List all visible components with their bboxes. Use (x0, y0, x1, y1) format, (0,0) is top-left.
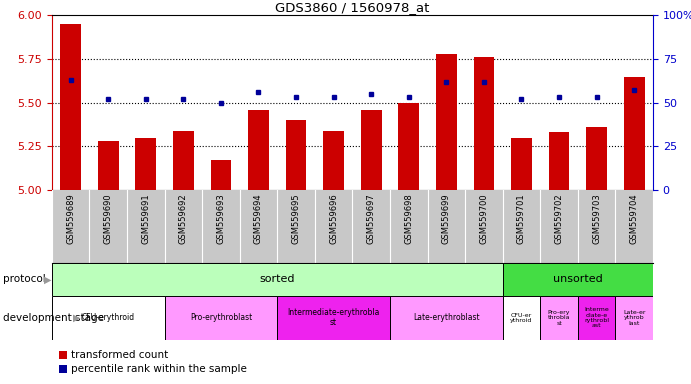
Text: unsorted: unsorted (553, 274, 603, 285)
Bar (52, 263, 502, 296)
Bar (164, 296, 277, 340)
Text: ▶: ▶ (73, 313, 80, 323)
Text: CFU-erythroid: CFU-erythroid (82, 313, 135, 322)
Text: GSM559698: GSM559698 (404, 194, 413, 245)
Text: GSM559689: GSM559689 (66, 194, 75, 245)
Bar (323, 131, 344, 190)
Bar (52, 296, 164, 340)
Text: Interme
diate-e
rythrobl
ast: Interme diate-e rythrobl ast (584, 307, 609, 328)
Text: Pro-erythroblast: Pro-erythroblast (190, 313, 252, 322)
Bar (624, 76, 645, 190)
Bar (502, 296, 540, 340)
Text: GSM559699: GSM559699 (442, 194, 451, 244)
Bar (248, 110, 269, 190)
Text: GSM559695: GSM559695 (292, 194, 301, 244)
Text: GSM559704: GSM559704 (630, 194, 638, 244)
Text: protocol: protocol (3, 274, 46, 285)
Text: GSM559691: GSM559691 (141, 194, 150, 244)
Bar (60, 24, 81, 190)
Bar (399, 103, 419, 190)
Bar (511, 137, 532, 190)
Bar (135, 137, 156, 190)
Bar (436, 54, 457, 190)
Text: CFU-er
ythroid: CFU-er ythroid (510, 313, 533, 323)
Bar (502, 263, 653, 296)
Text: GSM559696: GSM559696 (329, 194, 338, 245)
Text: GSM559697: GSM559697 (367, 194, 376, 245)
Title: GDS3860 / 1560978_at: GDS3860 / 1560978_at (275, 1, 430, 14)
Text: GSM559702: GSM559702 (555, 194, 564, 244)
Text: percentile rank within the sample: percentile rank within the sample (71, 364, 247, 374)
Bar (540, 296, 578, 340)
Text: GSM559690: GSM559690 (104, 194, 113, 244)
Bar (98, 141, 119, 190)
Text: GSM559701: GSM559701 (517, 194, 526, 244)
Text: development stage: development stage (3, 313, 104, 323)
Text: GSM559700: GSM559700 (480, 194, 489, 244)
Text: sorted: sorted (260, 274, 295, 285)
Bar (285, 120, 306, 190)
Text: Late-er
ythrob
last: Late-er ythrob last (623, 310, 645, 326)
Text: ▶: ▶ (44, 274, 51, 285)
Bar (361, 110, 381, 190)
Bar (578, 296, 616, 340)
Bar (473, 57, 494, 190)
Text: GSM559692: GSM559692 (179, 194, 188, 244)
Bar (616, 296, 653, 340)
Text: Intermediate-erythrobla
st: Intermediate-erythrobla st (287, 308, 380, 328)
Bar (390, 296, 502, 340)
Bar (549, 132, 569, 190)
Text: GSM559693: GSM559693 (216, 194, 225, 245)
Text: GSM559694: GSM559694 (254, 194, 263, 244)
Text: Late-erythroblast: Late-erythroblast (413, 313, 480, 322)
Bar (211, 161, 231, 190)
Text: transformed count: transformed count (71, 350, 169, 360)
Bar (586, 127, 607, 190)
Bar (173, 131, 193, 190)
Text: GSM559703: GSM559703 (592, 194, 601, 245)
Bar (277, 296, 390, 340)
Text: Pro-ery
throbla
st: Pro-ery throbla st (548, 310, 570, 326)
